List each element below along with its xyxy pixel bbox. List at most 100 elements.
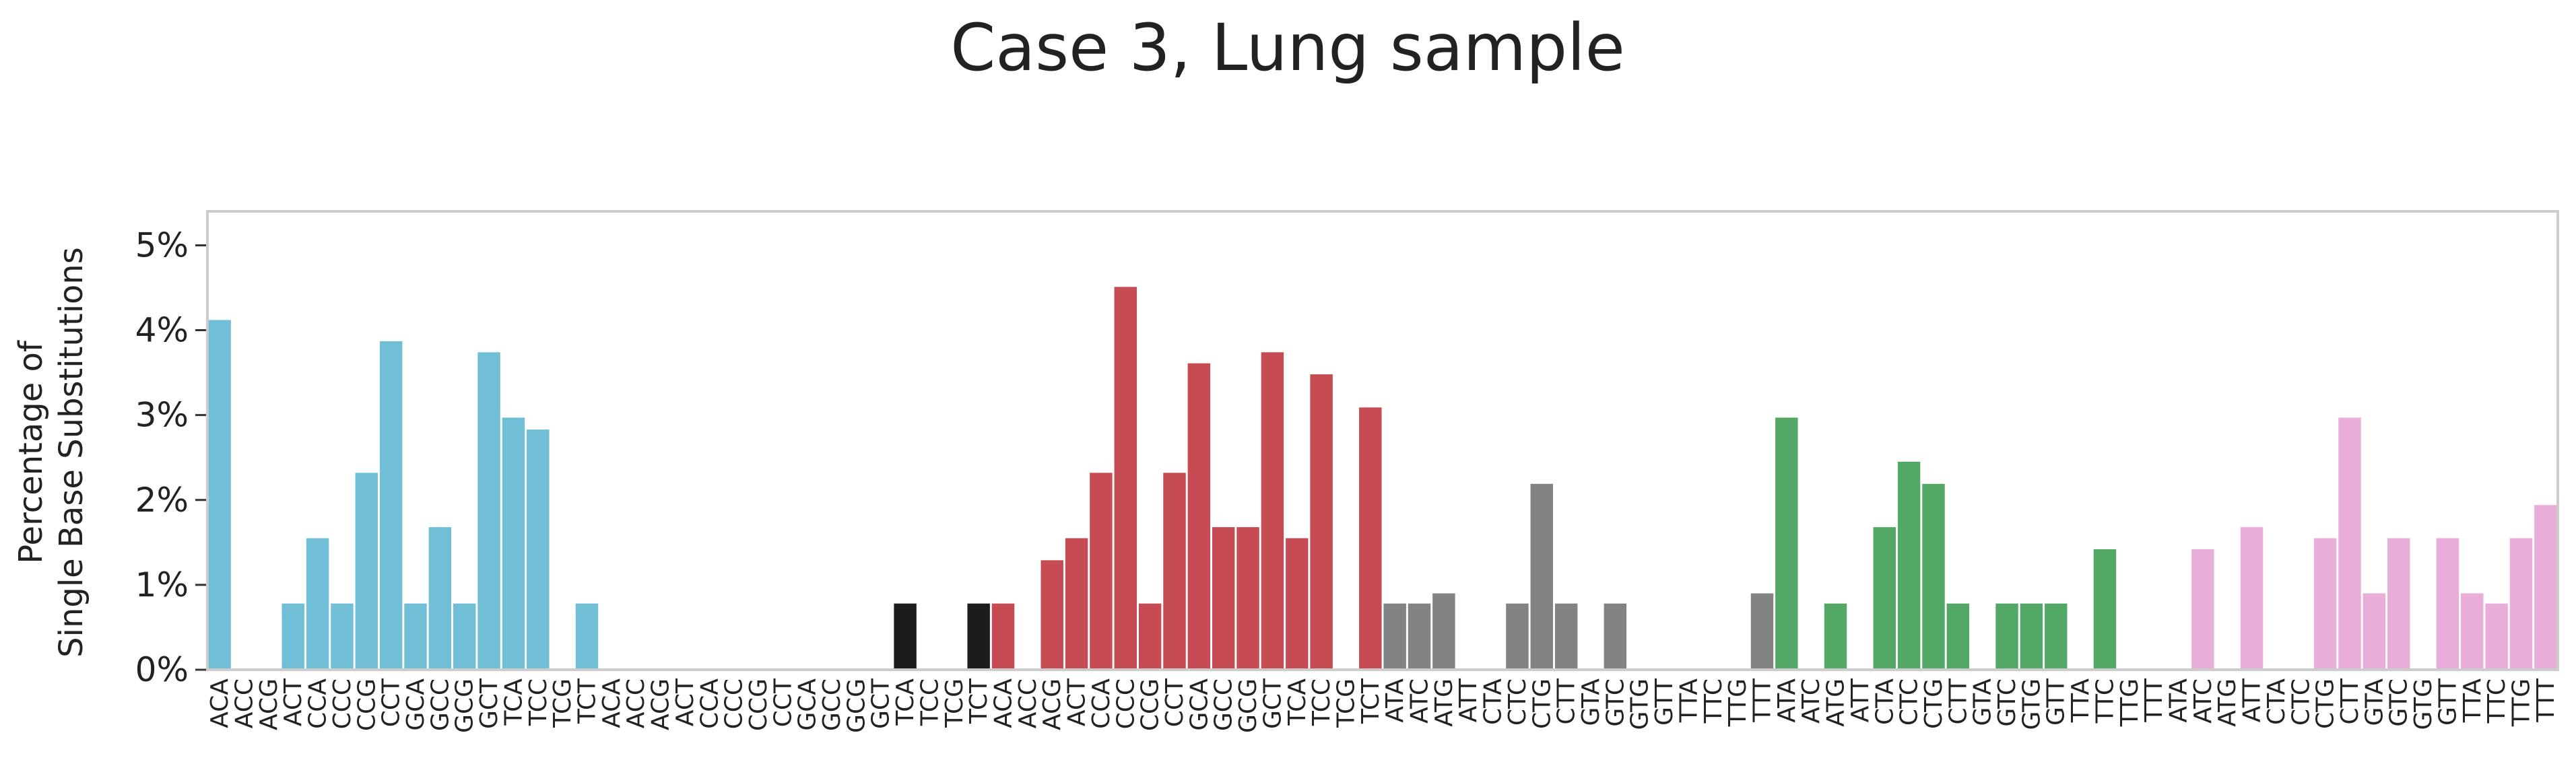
x-tick-label: TTC [2483, 678, 2511, 724]
x-tick-label: ATT [2239, 678, 2266, 722]
x-tick-label: GTC [2385, 678, 2413, 727]
bar [208, 320, 231, 670]
y-tick-label: 3% [135, 396, 189, 435]
bar [1114, 287, 1137, 670]
x-tick-label: TTT [2532, 678, 2560, 723]
bar [1261, 352, 1284, 670]
x-tick-label: CTT [2336, 678, 2364, 724]
bar [477, 352, 500, 670]
x-tick-label: CCG [745, 678, 772, 731]
x-tick-label: ACG [647, 678, 675, 730]
y-tick-label: 1% [135, 565, 189, 604]
bar [1873, 527, 1896, 670]
x-tick-label: GCT [475, 678, 503, 729]
x-tick-label: TTC [1700, 678, 1727, 724]
x-tick-label: GTA [2360, 678, 2388, 726]
y-axis-label-line1: Percentage of [12, 340, 50, 564]
x-tick-label: ACG [1038, 678, 1066, 730]
x-tick-label: CCC [721, 678, 748, 729]
x-tick-label: TCA [1284, 678, 1311, 726]
x-tick-label: GTG [2410, 678, 2437, 730]
bar [306, 538, 329, 670]
bar [2045, 603, 2068, 670]
plot-frame [206, 210, 2559, 671]
x-tick-label: TTG [2116, 678, 2144, 727]
x-tick-label: GCT [1259, 678, 1286, 729]
x-tick-label: TCA [500, 678, 527, 726]
x-tick-label: ATG [1430, 678, 1458, 727]
x-tick-label: CTC [2287, 678, 2315, 726]
bar [2020, 603, 2043, 670]
bar [1212, 527, 1235, 670]
y-axis-ticks: 0% 1% 2% 3% 4% 5% [135, 225, 207, 689]
x-tick-label: TCG [549, 678, 576, 728]
bar [1824, 603, 1847, 670]
x-tick-label: GTC [1601, 678, 1629, 727]
x-tick-label: TTT [2140, 678, 2168, 723]
x-tick-label: ATT [1455, 678, 1482, 722]
y-tick-label: 0% [135, 650, 189, 689]
x-tick-label: ACG [255, 678, 283, 730]
x-tick-label: CCA [304, 678, 332, 729]
bar [2363, 593, 2386, 670]
x-tick-label: GCC [426, 678, 454, 731]
x-tick-label: TCG [941, 678, 968, 728]
x-tick-label: TCG [1332, 678, 1360, 728]
x-tick-label: GCC [818, 678, 846, 731]
x-tick-label: TTG [2507, 678, 2535, 727]
x-tick-label: GCG [451, 678, 479, 733]
chart-title: Case 3, Lung sample [950, 10, 1625, 85]
x-tick-label: GCT [867, 678, 895, 729]
bar [331, 603, 354, 670]
bar [355, 473, 378, 670]
bar [2191, 549, 2214, 670]
bar [894, 603, 917, 670]
x-tick-label: GTA [1577, 678, 1605, 726]
x-tick-label: TTA [2459, 678, 2486, 724]
bar [1432, 593, 1455, 670]
x-tick-label: GTA [1969, 678, 1997, 726]
x-tick-label: ACT [671, 678, 699, 726]
y-tick-label: 2% [135, 481, 189, 520]
bars [208, 287, 2557, 670]
x-tick-label: GCG [843, 678, 870, 733]
y-tick-label: 5% [135, 225, 189, 265]
bar [2387, 538, 2410, 670]
x-tick-label: GTG [2018, 678, 2045, 730]
x-tick-label: TTA [1675, 678, 1703, 724]
bar [2313, 538, 2337, 670]
bar [1530, 483, 1554, 670]
bar [379, 341, 403, 670]
x-tick-label: CCG [1137, 678, 1164, 731]
bar [1286, 538, 1309, 670]
x-tick-label: ATA [2165, 678, 2193, 723]
bar [575, 603, 599, 670]
x-tick-label: CTA [1480, 678, 1507, 725]
y-tick-label: 4% [135, 311, 189, 350]
bar [2093, 549, 2117, 670]
x-tick-label: TCC [1308, 678, 1335, 726]
x-tick-label: ACA [598, 678, 626, 728]
x-tick-label: ATA [1773, 678, 1801, 723]
x-tick-label: CTC [1504, 678, 1531, 726]
x-tick-label: GTT [2043, 678, 2070, 726]
x-tick-label: CTT [1944, 678, 1972, 724]
x-tick-label: ATG [2214, 678, 2241, 727]
x-tick-label: GTG [1626, 678, 1654, 730]
x-tick-label: GCA [1185, 678, 1213, 731]
bar [1163, 473, 1186, 670]
bar [1995, 603, 2018, 670]
x-tick-label: CCG [353, 678, 381, 731]
bar [1065, 538, 1088, 670]
x-tick-label: GCA [794, 678, 822, 731]
y-axis-label-line2: Single Base Substitutions [53, 247, 90, 658]
x-tick-label: TCC [525, 678, 552, 726]
x-tick-label: TTT [1748, 678, 1776, 723]
bar [404, 603, 427, 670]
x-tick-label: CCC [329, 678, 356, 729]
x-tick-label: ACT [1063, 678, 1091, 726]
x-tick-label: TCT [573, 678, 601, 724]
bar [967, 603, 990, 670]
x-tick-label: GTC [1993, 678, 2021, 727]
